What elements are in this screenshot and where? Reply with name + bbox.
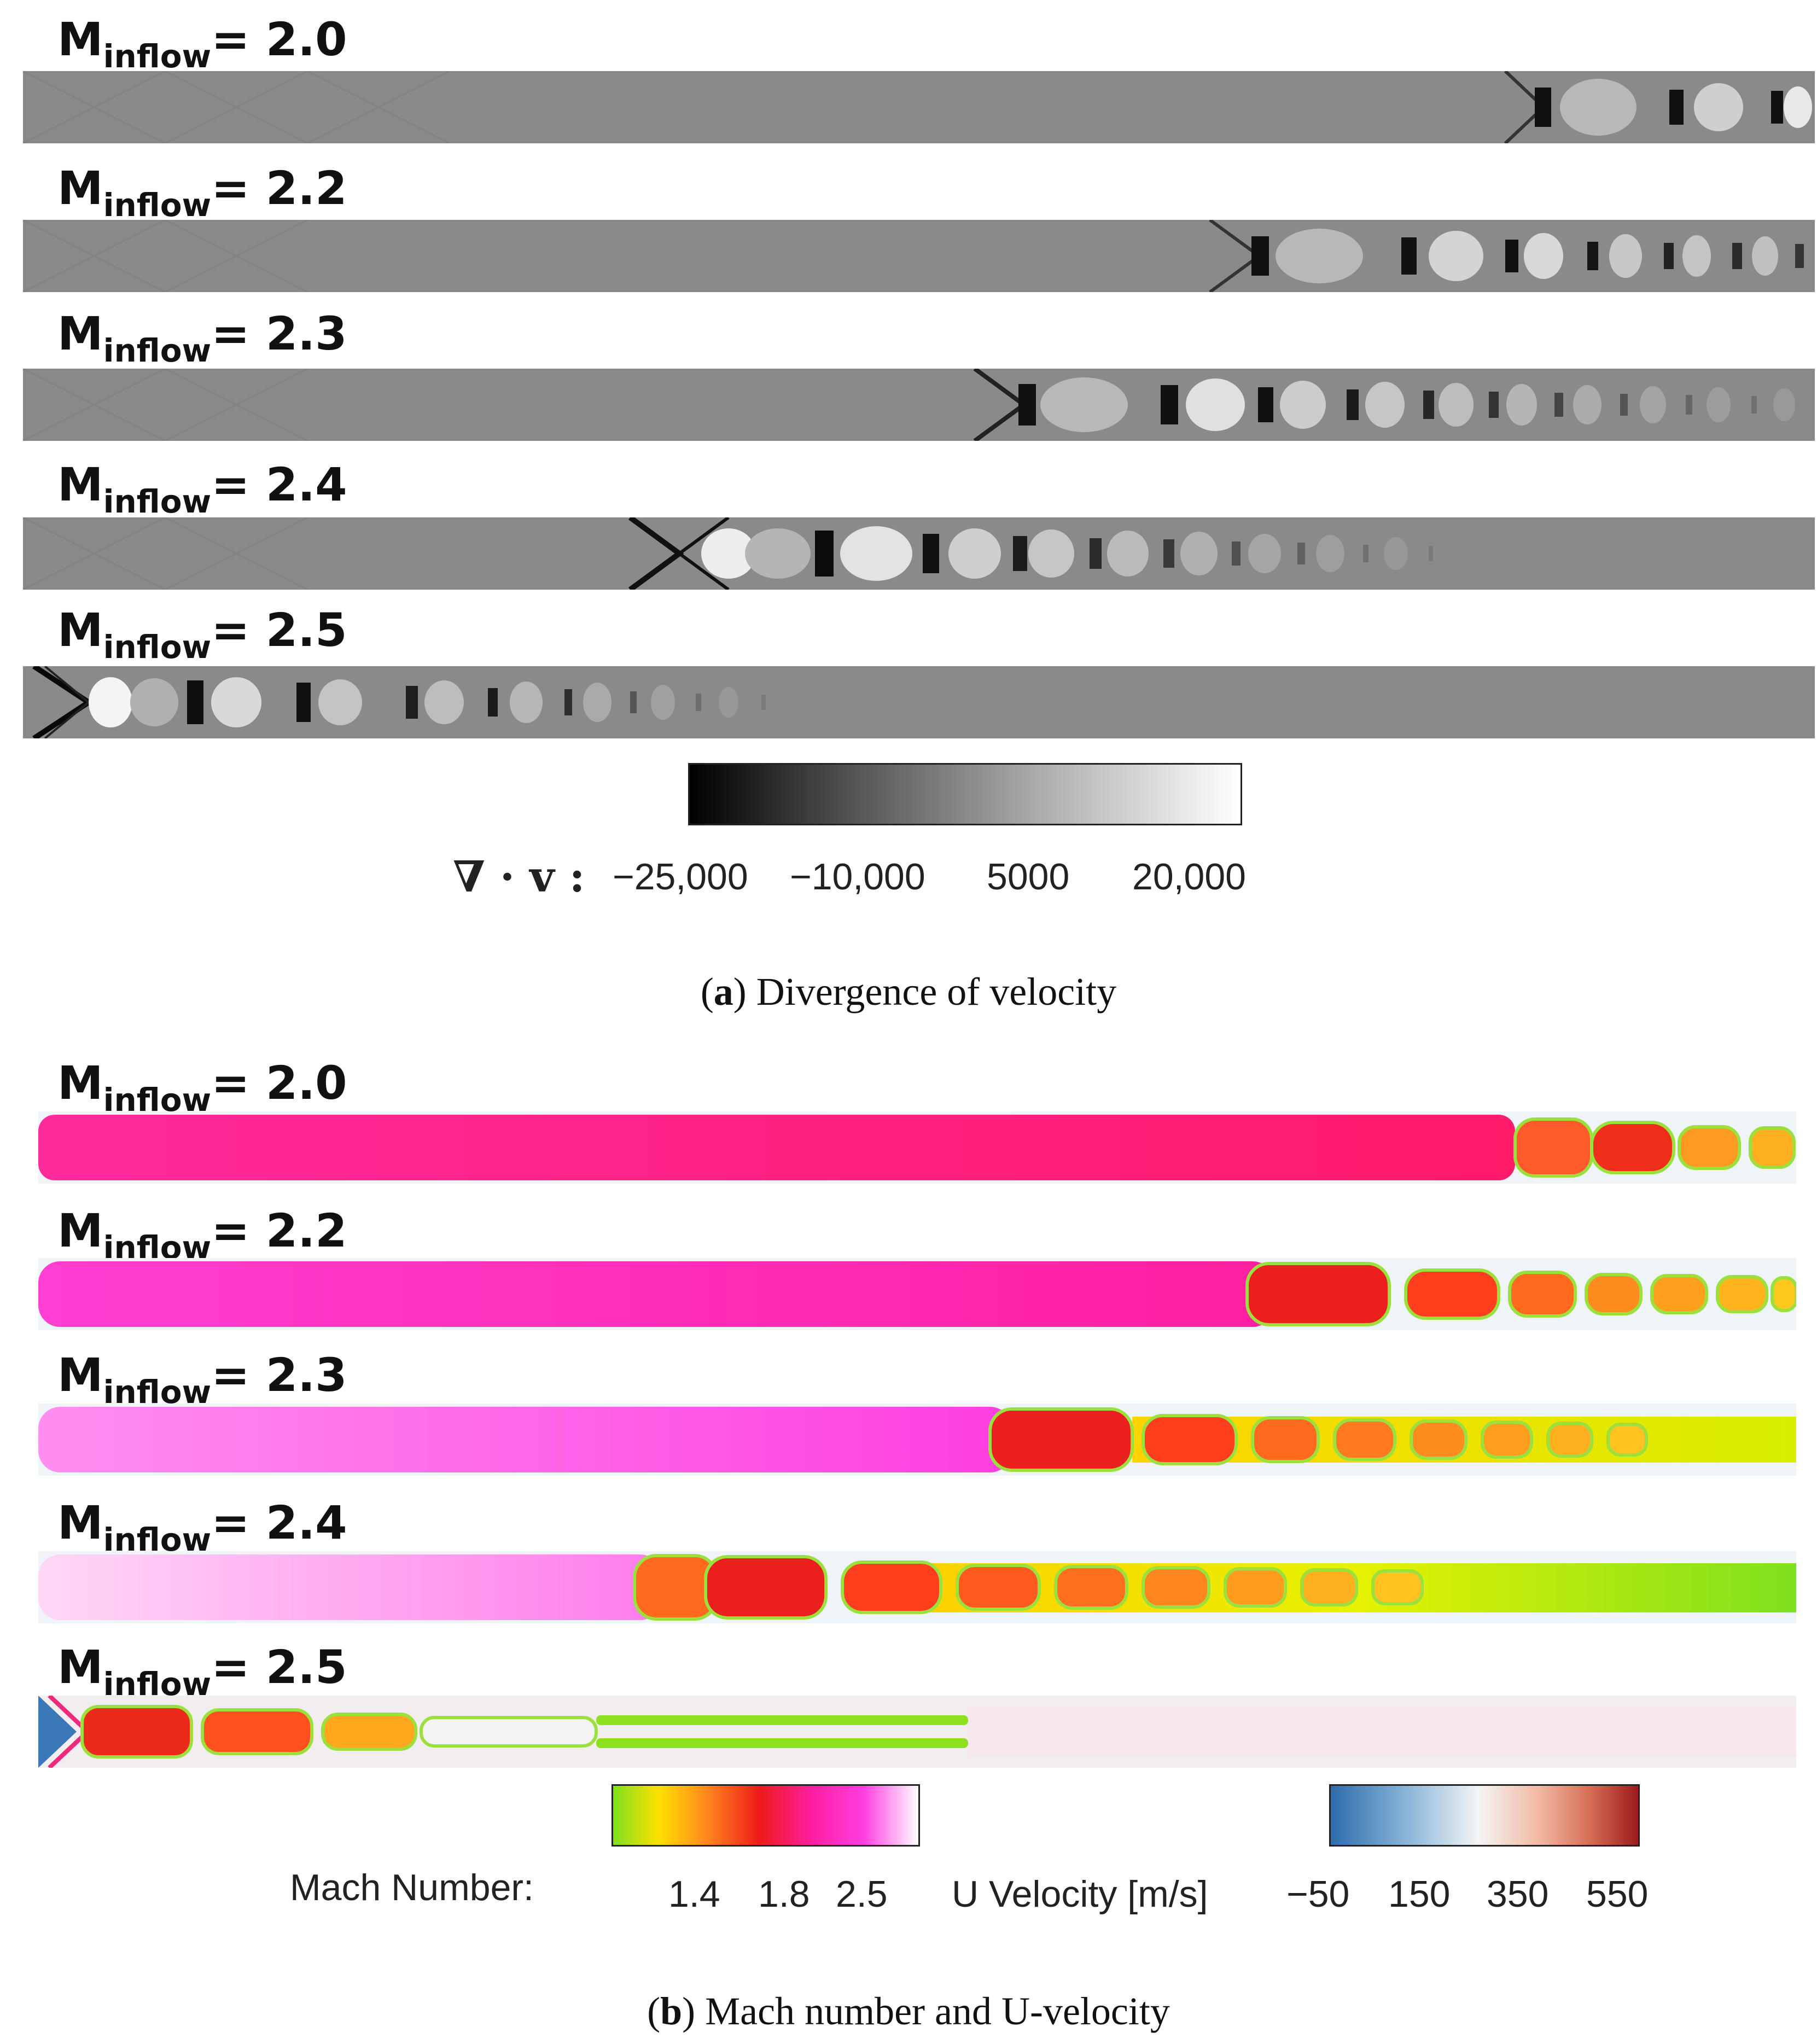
divergence-tick-1: −25,000 <box>613 856 748 898</box>
mach-colorbar <box>612 1784 920 1847</box>
u-velocity-label: U Velocity [m/s] <box>952 1873 1208 1915</box>
mach-tick-1: 1.4 <box>668 1873 720 1915</box>
mach-strip-4 <box>38 1551 1796 1623</box>
row-label-b-1: Minflow= 2.0 <box>57 1056 347 1119</box>
divergence-tick-2: −10,000 <box>790 856 925 898</box>
divergence-tick-3: 5000 <box>987 856 1070 898</box>
row-label-a-1: Minflow= 2.0 <box>57 13 347 75</box>
mach-strip-1 <box>38 1111 1796 1184</box>
u-velocity-tick-1: −50 <box>1286 1873 1350 1915</box>
row-label-b-4: Minflow= 2.4 <box>57 1496 347 1558</box>
row-label-b-5: Minflow= 2.5 <box>57 1640 347 1703</box>
row-label-a-4: Minflow= 2.4 <box>57 458 347 520</box>
divergence-colorbar <box>688 763 1242 825</box>
mach-tick-3: 2.5 <box>836 1873 888 1915</box>
divergence-strip-5 <box>23 666 1815 738</box>
row-label-b-2: Minflow= 2.2 <box>57 1204 347 1266</box>
mach-strip-5 <box>38 1696 1796 1768</box>
divergence-strip-2 <box>23 220 1815 292</box>
mach-tick-2: 1.8 <box>758 1873 810 1915</box>
divergence-strip-4 <box>23 517 1815 590</box>
row-label-b-3: Minflow= 2.3 <box>57 1348 347 1411</box>
row-label-a-3: Minflow= 2.3 <box>57 307 347 369</box>
u-velocity-tick-2: 150 <box>1388 1873 1451 1915</box>
row-label-a-2: Minflow= 2.2 <box>57 161 347 224</box>
divergence-strip-1 <box>23 71 1815 143</box>
u-velocity-tick-4: 550 <box>1586 1873 1649 1915</box>
mach-label: Mach Number: <box>290 1867 534 1908</box>
divergence-tick-4: 20,000 <box>1132 856 1246 898</box>
caption-b: (b) Mach number and U-velocity <box>647 1989 1170 2033</box>
divergence-strip-3 <box>23 369 1815 441</box>
mach-strip-2 <box>38 1258 1796 1330</box>
row-label-a-5: Minflow= 2.5 <box>57 603 347 666</box>
u-velocity-tick-3: 350 <box>1487 1873 1549 1915</box>
u-velocity-colorbar <box>1329 1784 1640 1847</box>
caption-a: (a) Divergence of velocity <box>700 970 1117 1014</box>
mach-strip-3 <box>38 1404 1796 1476</box>
divergence-symbol: ∇ · v : <box>453 852 585 902</box>
